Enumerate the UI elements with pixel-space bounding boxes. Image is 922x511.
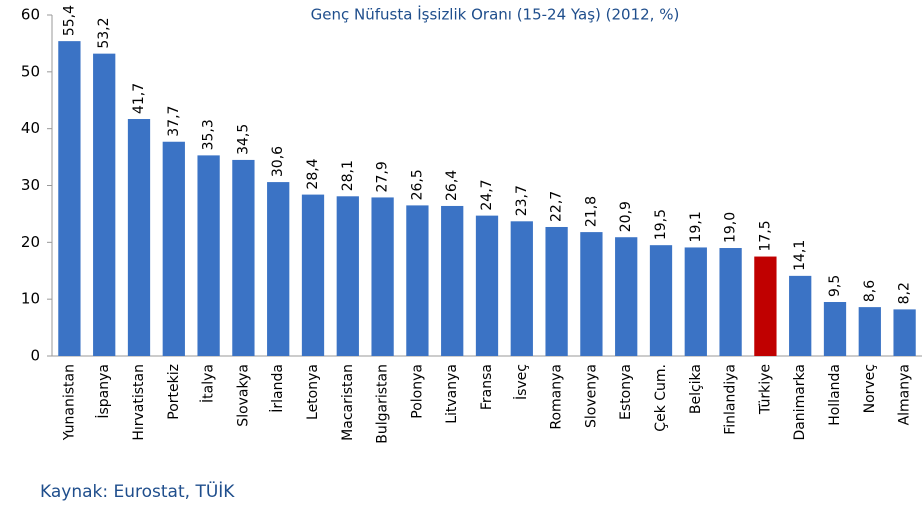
x-tick-label: Letonya	[305, 364, 321, 420]
value-label: 14,1	[792, 240, 808, 271]
bar	[58, 41, 81, 356]
bar	[754, 256, 777, 356]
x-tick-label: İrlanda	[268, 364, 286, 413]
bar	[475, 215, 499, 356]
bar	[232, 159, 255, 356]
bar	[197, 155, 220, 356]
bar	[823, 302, 847, 356]
value-label: 26,4	[444, 170, 460, 201]
x-tick-label: Türkiye	[757, 364, 773, 415]
value-label: 37,7	[166, 106, 182, 137]
bar	[649, 245, 673, 356]
value-label: 28,4	[305, 158, 321, 189]
value-label: 8,6	[862, 280, 878, 302]
y-tick-label: 60	[21, 6, 40, 24]
x-tick-label: Yunanistan	[61, 364, 77, 441]
x-tick-label: Slovenya	[583, 364, 599, 428]
x-tick-label: Portekiz	[166, 364, 182, 420]
y-tick-label: 30	[21, 176, 40, 194]
value-label: 26,5	[409, 169, 425, 200]
bar	[615, 237, 638, 356]
value-label: 27,9	[375, 161, 391, 192]
x-tick-label: Çek Cum.	[653, 364, 669, 432]
value-label: 30,6	[270, 146, 286, 177]
bar	[127, 119, 151, 356]
x-tick-label: Macaristan	[340, 364, 356, 441]
bar	[336, 196, 359, 356]
bar	[719, 248, 742, 356]
bar	[441, 205, 464, 356]
value-label: 19,1	[688, 211, 704, 242]
chart-title: Genç Nüfusta İşsizlik Oranı (15-24 Yaş) …	[311, 5, 680, 24]
value-label: 53,2	[96, 17, 112, 48]
bar	[893, 309, 916, 356]
value-label: 21,8	[583, 196, 599, 227]
source-note: Kaynak: Eurostat, TÜİK	[40, 480, 235, 502]
bar	[580, 232, 603, 356]
y-tick-label: 50	[21, 62, 40, 80]
x-tick-label: İsveç	[512, 364, 530, 400]
x-tick-label: Belçika	[688, 364, 704, 414]
bar	[93, 53, 116, 356]
x-tick-label: Hırvatistan	[131, 364, 147, 441]
value-label: 9,5	[827, 275, 843, 297]
value-label: 17,5	[757, 220, 773, 251]
x-tick-label: Litvanya	[444, 364, 460, 424]
x-tick-label: Hollanda	[827, 364, 843, 426]
x-tick-label: Estonya	[618, 364, 634, 420]
y-tick-label: 0	[30, 347, 40, 365]
y-tick-label: 40	[21, 119, 40, 137]
bar	[858, 307, 881, 356]
bar	[301, 194, 325, 356]
x-tick-label: Bulgaristan	[375, 364, 391, 444]
x-tick-label: İtalya	[199, 364, 217, 403]
value-label: 20,9	[618, 201, 634, 232]
x-tick-label: İspanya	[94, 364, 112, 419]
value-label: 24,7	[479, 179, 495, 210]
bar	[162, 141, 185, 356]
value-label: 34,5	[235, 124, 251, 155]
bar	[267, 182, 290, 356]
value-label: 22,7	[549, 191, 565, 222]
value-label: 35,3	[201, 119, 217, 150]
bar	[510, 221, 533, 356]
x-tick-label: Fransa	[479, 364, 495, 410]
bar	[371, 197, 394, 356]
x-tick-label: Polonya	[409, 364, 425, 419]
x-tick-label: Slovakya	[235, 364, 251, 427]
bar	[684, 247, 707, 356]
value-label: 23,7	[514, 185, 530, 216]
bar	[545, 226, 568, 356]
y-tick-label: 10	[21, 290, 40, 308]
value-label: 28,1	[340, 160, 356, 191]
value-label: 55,4	[61, 5, 77, 36]
bar	[406, 205, 429, 356]
x-tick-label: Romanya	[549, 364, 565, 430]
x-tick-label: Danimarka	[792, 364, 808, 441]
x-tick-label: Almanya	[897, 364, 913, 425]
bar	[789, 275, 812, 356]
y-tick-label: 20	[21, 233, 40, 251]
value-label: 8,2	[897, 282, 913, 304]
value-label: 19,0	[723, 212, 739, 243]
x-tick-label: Finlandiya	[723, 364, 739, 435]
x-tick-label: Norveç	[862, 364, 878, 413]
value-label: 19,5	[653, 209, 669, 240]
value-label: 41,7	[131, 83, 147, 114]
